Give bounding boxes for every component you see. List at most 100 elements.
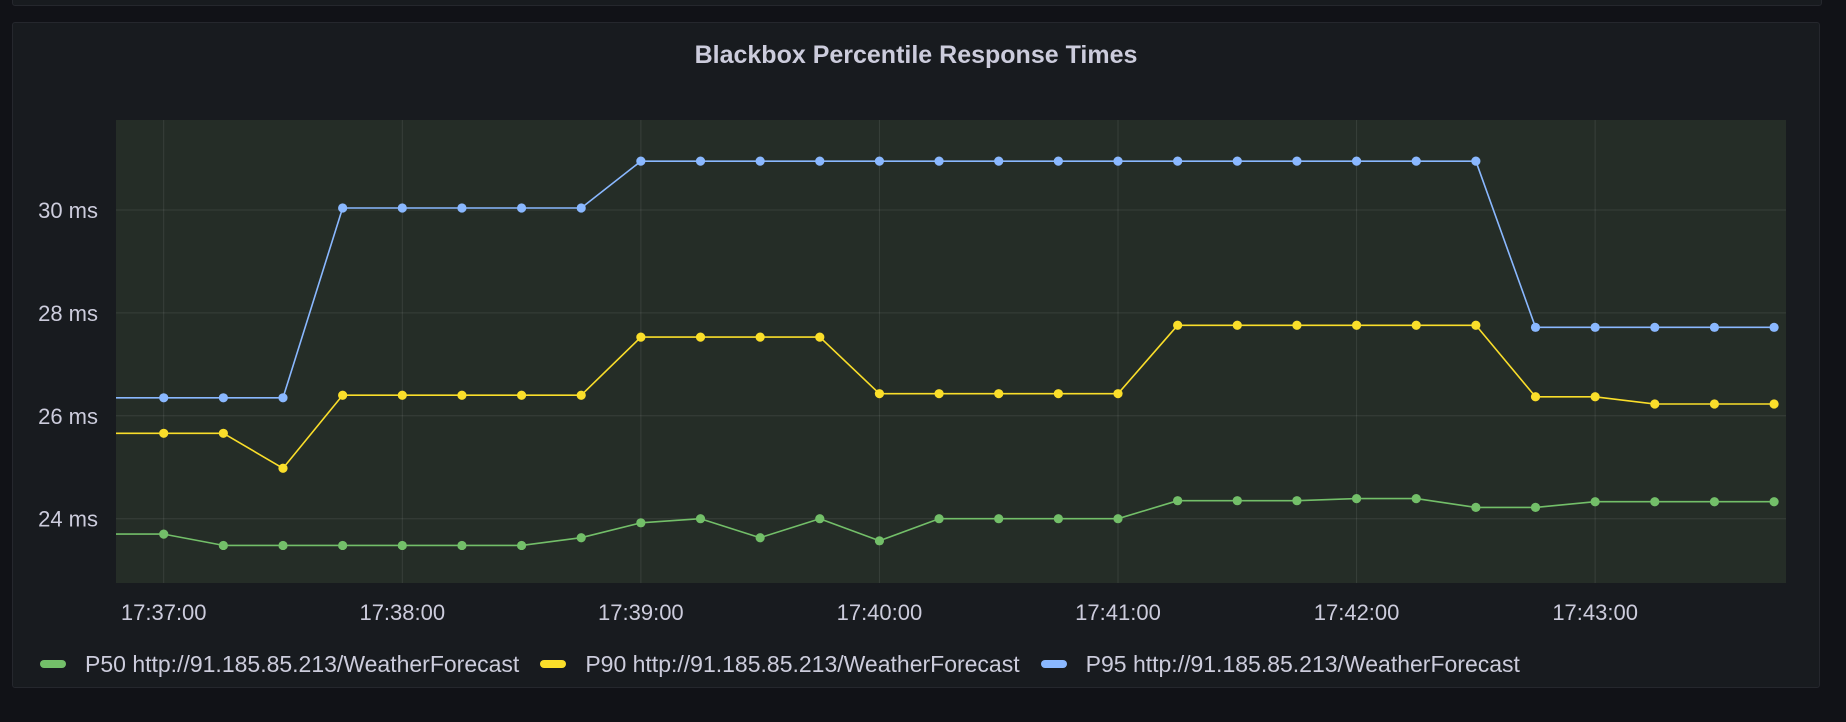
data-point xyxy=(1232,320,1242,330)
legend-item-p90[interactable]: P90 http://91.185.85.213/WeatherForecast xyxy=(540,650,1020,678)
data-point xyxy=(397,203,407,213)
data-point xyxy=(1769,497,1779,507)
x-tick-label: 17:37:00 xyxy=(121,600,207,625)
y-tick-label: 30 ms xyxy=(38,198,98,223)
data-point xyxy=(576,390,586,400)
data-point xyxy=(1053,389,1063,399)
data-point xyxy=(457,540,467,551)
legend: P50 http://91.185.85.213/WeatherForecast… xyxy=(40,649,1541,679)
legend-swatch-p50 xyxy=(40,660,66,668)
data-point xyxy=(338,390,348,400)
data-point xyxy=(1113,389,1123,399)
data-point xyxy=(994,514,1004,524)
data-point xyxy=(1590,497,1600,507)
data-point xyxy=(994,389,1004,399)
data-point xyxy=(636,332,646,342)
previous-panel-edge xyxy=(12,0,1822,6)
data-point xyxy=(695,514,706,524)
data-point xyxy=(1292,320,1302,330)
legend-swatch-p95 xyxy=(1040,660,1067,668)
data-point xyxy=(338,540,348,551)
data-point xyxy=(1173,496,1183,506)
data-point xyxy=(1053,156,1063,166)
data-point xyxy=(516,390,527,400)
data-point xyxy=(516,540,527,551)
data-point xyxy=(934,514,944,524)
y-tick-label: 26 ms xyxy=(38,404,98,429)
x-tick-label: 17:42:00 xyxy=(1314,600,1400,625)
data-point xyxy=(1053,514,1063,524)
x-tick-label: 17:40:00 xyxy=(837,600,923,625)
plot-area xyxy=(116,120,1786,583)
data-point xyxy=(1411,494,1421,504)
data-point xyxy=(1173,320,1183,330)
legend-label-p90: P90 http://91.185.85.213/WeatherForecast xyxy=(585,650,1020,677)
data-point xyxy=(576,533,586,543)
data-point xyxy=(278,393,288,403)
data-point xyxy=(636,518,646,528)
data-point xyxy=(1590,392,1600,402)
data-point xyxy=(1351,494,1362,504)
data-point xyxy=(1292,496,1302,506)
data-point xyxy=(1113,514,1123,524)
legend-item-p95[interactable]: P95 http://91.185.85.213/WeatherForecast xyxy=(1040,650,1520,678)
data-point xyxy=(815,514,825,524)
y-tick-label: 28 ms xyxy=(38,301,98,326)
data-point xyxy=(755,533,765,543)
data-point xyxy=(1530,502,1541,512)
legend-label-p50: P50 http://91.185.85.213/WeatherForecast xyxy=(85,650,520,677)
data-point xyxy=(1769,322,1779,332)
data-point xyxy=(755,332,765,342)
data-point xyxy=(1351,320,1362,330)
data-point xyxy=(159,428,169,438)
data-point xyxy=(397,390,407,400)
data-point xyxy=(1471,502,1481,512)
data-point xyxy=(1471,320,1481,330)
data-point xyxy=(576,203,586,213)
data-point xyxy=(636,156,646,166)
data-point xyxy=(994,156,1004,166)
data-point xyxy=(1650,497,1660,507)
data-point xyxy=(1590,322,1600,332)
data-point xyxy=(1411,320,1421,330)
panel-title[interactable]: Blackbox Percentile Response Times xyxy=(694,41,1138,69)
data-point xyxy=(934,389,944,399)
y-tick-label: 24 ms xyxy=(38,507,98,532)
data-point xyxy=(1471,156,1481,166)
data-point xyxy=(1650,399,1660,409)
data-point xyxy=(159,393,169,403)
data-point xyxy=(1351,156,1362,166)
legend-label-p95: P95 http://91.185.85.213/WeatherForecast xyxy=(1085,650,1520,677)
data-point xyxy=(695,332,706,342)
data-point xyxy=(159,529,169,539)
data-point xyxy=(934,156,944,166)
data-point xyxy=(1709,399,1720,409)
x-tick-label: 17:43:00 xyxy=(1552,600,1638,625)
data-point xyxy=(218,393,228,403)
data-point xyxy=(218,428,228,438)
legend-swatch-p90 xyxy=(540,660,567,668)
data-point xyxy=(338,203,348,213)
data-point xyxy=(874,389,885,399)
data-point xyxy=(874,536,885,546)
data-point xyxy=(1769,399,1779,409)
x-tick-label: 17:38:00 xyxy=(359,600,445,625)
data-point xyxy=(755,156,765,166)
data-point xyxy=(1650,322,1660,332)
data-point xyxy=(397,540,407,551)
data-point xyxy=(457,390,467,400)
data-point xyxy=(516,203,527,213)
data-point xyxy=(1173,156,1183,166)
data-point xyxy=(218,540,228,551)
data-point xyxy=(1709,322,1720,332)
data-point xyxy=(278,540,288,551)
data-point xyxy=(1530,322,1541,332)
data-point xyxy=(874,156,885,166)
legend-item-p50[interactable]: P50 http://91.185.85.213/WeatherForecast xyxy=(40,651,519,678)
data-point xyxy=(278,463,288,473)
data-point xyxy=(815,332,825,342)
data-point xyxy=(1530,392,1541,402)
data-point xyxy=(457,203,467,213)
data-point xyxy=(1232,496,1242,506)
